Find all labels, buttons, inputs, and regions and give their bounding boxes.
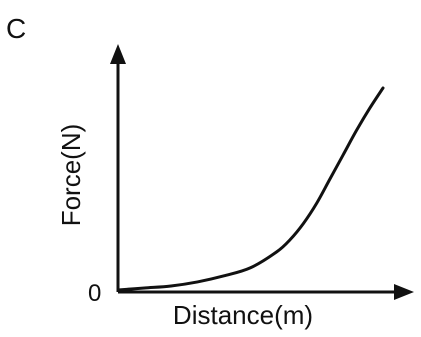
panel-label: C — [6, 13, 26, 44]
x-axis-arrow — [394, 284, 414, 300]
x-axis-label: Distance(m) — [173, 300, 313, 330]
y-axis-arrow — [110, 44, 126, 64]
origin-label: 0 — [88, 280, 101, 307]
y-axis-label: Force(N) — [56, 124, 86, 227]
series-line — [116, 86, 385, 292]
